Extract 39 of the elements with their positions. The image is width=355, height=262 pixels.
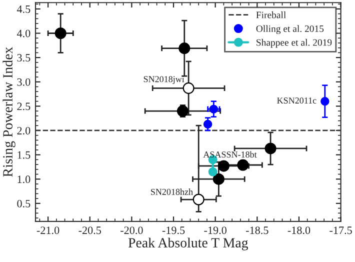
annotation: SN2018jwi (144, 76, 184, 84)
legend-label: Fireball (256, 11, 286, 18)
x-tick-label: -20.5 (78, 226, 102, 234)
y-tick-label: 1.5 (18, 151, 30, 159)
point (208, 167, 218, 176)
point (192, 194, 204, 206)
point (218, 160, 230, 172)
annotation: KSN2011c (277, 97, 316, 104)
point (264, 142, 276, 154)
point (178, 42, 190, 54)
point (203, 120, 212, 129)
x-tick-label: -20.0 (120, 226, 143, 234)
y-tick-label: 4.0 (16, 30, 30, 38)
point (176, 105, 188, 117)
y-tick-label: 0.5 (17, 200, 30, 208)
point (320, 96, 330, 106)
annotation: ASASSN-18bt (203, 151, 257, 158)
y-tick-label: 1.0 (18, 176, 30, 184)
x-tick-label: -21.0 (36, 226, 60, 234)
annotation: SN2018hzh (151, 188, 193, 195)
y-tick-label: 3.0 (17, 78, 30, 86)
point (209, 104, 218, 114)
y-tick-label: 2.0 (17, 126, 30, 134)
point (237, 159, 249, 171)
point (54, 27, 66, 40)
y-tick-label: 4.5 (16, 5, 30, 13)
point (212, 173, 224, 185)
legend-label: Olling et al. 2015 (256, 25, 324, 34)
x-tick-label: -18.5 (246, 226, 268, 234)
y-tick-label: 3.5 (17, 54, 30, 62)
x-tick-label: -19.5 (162, 226, 185, 234)
legend-label: Shappee et al. 2019 (256, 38, 332, 48)
x-tick-label: -19.0 (204, 226, 226, 234)
x-tick-label: -17.5 (330, 226, 352, 234)
x-axis-title: Peak Absolute T Mag (128, 238, 248, 250)
x-tick-label: -18.0 (288, 226, 310, 234)
y-tick-label: 2.5 (17, 102, 30, 110)
y-axis-title: Rising Powerlaw Index (2, 46, 16, 177)
point (182, 82, 194, 94)
